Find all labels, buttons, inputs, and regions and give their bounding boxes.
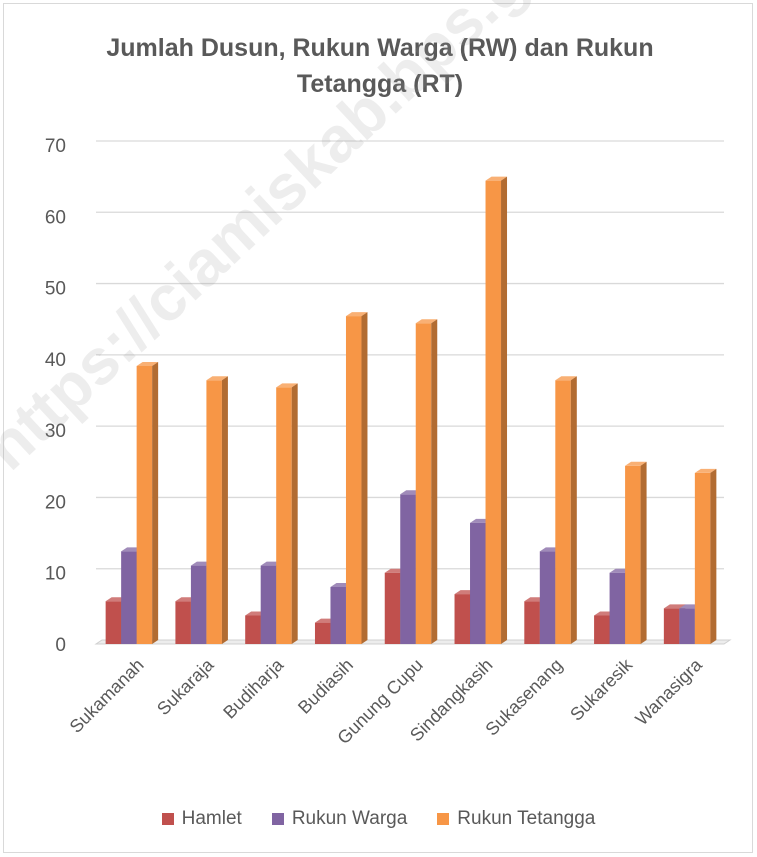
chart-title-line-2: Tetangga (RT): [296, 70, 464, 98]
bar-front: [539, 551, 556, 644]
chart-frame: [3, 3, 753, 853]
bar-side: [501, 176, 508, 644]
y-tick-label: 20: [45, 492, 66, 513]
legend-item-hamlet: Hamlet: [161, 808, 242, 830]
bar-front: [400, 494, 416, 644]
bar-front: [454, 594, 471, 644]
bar-front: [105, 601, 122, 644]
bar-front: [679, 608, 695, 644]
bar-front: [663, 608, 680, 644]
legend-item-rukun-warga: Rukun Warga: [271, 808, 408, 830]
bar-side: [640, 461, 647, 644]
bar: [345, 312, 368, 644]
bar-front: [276, 387, 292, 644]
bar-front: [260, 565, 277, 644]
bar-side: [221, 376, 228, 644]
bar-top: [345, 312, 368, 317]
bar-top: [136, 361, 159, 366]
bar-front: [694, 472, 711, 644]
bar-front: [384, 572, 401, 644]
bar: [694, 468, 717, 644]
bar: [485, 176, 508, 644]
legend-swatch-hamlet: [161, 813, 174, 825]
legend: Hamlet Rukun Warga Rukun Tetangga: [0, 808, 757, 830]
bar-front: [625, 465, 641, 644]
bar-top: [625, 461, 647, 466]
bar-front: [136, 365, 153, 644]
x-tick-label: Sukamanah: [66, 655, 148, 737]
bar-front: [485, 180, 502, 644]
bar-top: [663, 604, 686, 609]
x-tick-label: Wanasigra: [631, 654, 706, 729]
y-tick-label: 60: [45, 207, 66, 228]
legend-item-rukun-tetangga: Rukun Tetangga: [437, 808, 595, 830]
bar-front: [470, 522, 486, 644]
bar-front: [330, 586, 346, 644]
bar-front: [121, 551, 137, 644]
bar-side: [152, 361, 159, 644]
bar-side: [291, 383, 298, 644]
bar-side: [431, 319, 438, 644]
x-tick-label: Sukaraja: [153, 654, 218, 719]
bar-front: [415, 323, 432, 644]
bar-front: [245, 615, 261, 644]
bar-top: [206, 376, 228, 381]
bar-top: [485, 176, 508, 181]
bar-side: [361, 312, 368, 644]
y-tick-label: 70: [45, 136, 66, 157]
legend-swatch-rukun-warga: [271, 813, 284, 825]
y-tick-label: 10: [45, 564, 66, 585]
bar: [206, 376, 228, 644]
chart-title: Jumlah Dusun, Rukun Warga (RW) dan Rukun…: [60, 30, 700, 102]
bar-top: [694, 468, 717, 473]
bar: [625, 461, 647, 644]
chart-title-line-1: Jumlah Dusun, Rukun Warga (RW) dan Rukun: [106, 34, 654, 62]
x-tick-label: Sukaresik: [566, 654, 637, 725]
bar: [136, 361, 159, 644]
bar-front: [190, 565, 207, 644]
bar: [415, 319, 438, 644]
bar-top: [276, 383, 298, 388]
legend-label-rukun-warga: Rukun Warga: [291, 808, 408, 829]
bar-front: [175, 601, 191, 644]
bar: [555, 376, 577, 644]
bar-top: [555, 376, 577, 381]
y-tick-label: 50: [45, 279, 66, 300]
x-tick-label: Budiasih: [294, 655, 357, 718]
bar-front: [314, 622, 331, 644]
bar-front: [345, 316, 362, 644]
bar-front: [594, 615, 610, 644]
bar: [276, 383, 298, 644]
bar-front: [555, 380, 571, 644]
bar-side: [570, 376, 577, 644]
legend-label-rukun-tetangga: Rukun Tetangga: [457, 808, 596, 829]
legend-swatch-rukun-tetangga: [437, 813, 450, 825]
bar-front: [524, 601, 540, 644]
y-tick-label: 30: [45, 421, 66, 442]
y-tick-label: 0: [55, 635, 66, 656]
bar-top: [415, 319, 438, 324]
bar-front: [206, 380, 222, 644]
x-tick-label: Budiharja: [219, 654, 288, 723]
legend-label-hamlet: Hamlet: [181, 808, 242, 829]
y-tick-label: 40: [45, 350, 66, 371]
bar-front: [609, 572, 626, 644]
bar-side: [710, 468, 717, 644]
